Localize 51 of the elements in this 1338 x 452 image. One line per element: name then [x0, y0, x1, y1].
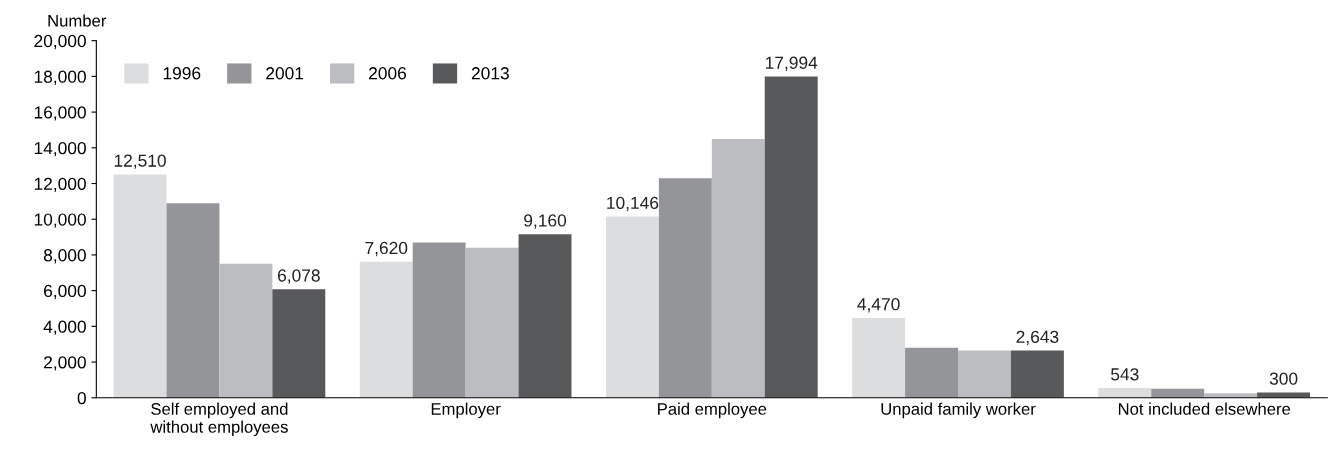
- data-label: 543: [1111, 368, 1139, 381]
- bar: [518, 234, 572, 398]
- legend-label: 2013: [471, 67, 509, 80]
- y-tick-label: 12,000: [34, 177, 86, 193]
- bar: [166, 203, 220, 398]
- bar: [1010, 350, 1064, 398]
- bar: [852, 317, 906, 398]
- data-label: 17,994: [765, 56, 818, 71]
- bar: [905, 347, 959, 398]
- x-tick-label: Not included elsewhere: [1118, 402, 1291, 415]
- y-axis-title: Number: [48, 14, 107, 27]
- bar: [711, 138, 765, 398]
- bar: [412, 242, 466, 398]
- data-label: 2,643: [1016, 330, 1059, 346]
- y-tick-label: 20,000: [34, 34, 86, 50]
- bar: [605, 216, 659, 398]
- legend-label: 2006: [369, 67, 407, 80]
- bar: [1151, 388, 1205, 398]
- x-tick-label: Unpaid family worker: [881, 402, 1036, 419]
- bar: [1257, 392, 1311, 398]
- y-tick-label: 14,000: [34, 141, 86, 157]
- data-label: 10,146: [607, 196, 659, 212]
- data-label: 12,510: [114, 154, 166, 169]
- legend-label: 2001: [266, 67, 304, 80]
- bar: [658, 178, 712, 398]
- bar: [272, 289, 326, 398]
- y-tick-label: 4,000: [43, 320, 86, 335]
- bar: [764, 76, 818, 398]
- data-label: 9,160: [524, 214, 567, 229]
- bar: [219, 263, 273, 398]
- y-tick-label: 0: [77, 391, 86, 405]
- bar: [359, 261, 413, 398]
- data-label: 300: [1269, 372, 1298, 385]
- x-tick-label: Paid employee: [658, 402, 767, 419]
- y-tick-label: 6,000: [44, 284, 86, 300]
- y-tick-label: 2,000: [44, 356, 86, 371]
- legend-label: 1996: [163, 67, 201, 80]
- x-tick-label: Self employed and without employees: [150, 402, 288, 437]
- bar: [958, 350, 1011, 398]
- data-label: 4,470: [857, 298, 900, 313]
- data-label: 7,620: [365, 241, 408, 257]
- data-label: 6,078: [277, 269, 320, 284]
- bar: [1204, 393, 1258, 398]
- x-tick-label: Employer: [431, 402, 501, 419]
- bar: [113, 174, 167, 398]
- y-tick-label: 18,000: [34, 70, 86, 85]
- bar: [465, 247, 519, 398]
- bar: [1098, 388, 1152, 398]
- y-tick-label: 10,000: [34, 213, 86, 228]
- y-tick-label: 8,000: [43, 249, 86, 264]
- y-tick-label: 16,000: [34, 106, 86, 121]
